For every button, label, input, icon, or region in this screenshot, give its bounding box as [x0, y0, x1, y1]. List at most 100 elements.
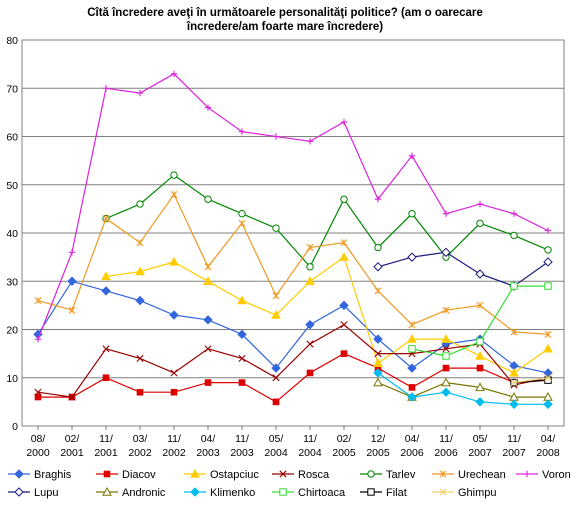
data-point: [169, 256, 179, 266]
data-point: [271, 363, 281, 373]
data-point: [102, 214, 110, 223]
data-point: [510, 378, 518, 387]
data-point: [204, 345, 212, 353]
x-tick-label-month: 11/: [439, 433, 453, 445]
legend-swatch-marker: [279, 470, 287, 478]
data-point: [238, 379, 246, 386]
data-point: [170, 171, 178, 179]
series-klimenko: [373, 368, 553, 409]
data-point: [170, 70, 178, 77]
data-point: [442, 352, 450, 360]
data-point: [203, 315, 213, 325]
data-point: [475, 269, 485, 279]
legend-label: Ghimpu: [458, 487, 497, 499]
data-point: [272, 133, 280, 140]
data-point: [203, 276, 213, 285]
data-point: [374, 243, 382, 252]
series-ghimpu: [510, 374, 552, 387]
data-point: [101, 271, 111, 281]
data-point: [237, 329, 247, 340]
x-tick-label-year: 2002: [128, 447, 152, 459]
data-point: [34, 296, 42, 305]
x-axis: 08/2000 02/2001 11/2001 03/2002 11/2002 04/20…: [26, 426, 560, 459]
data-point: [306, 340, 314, 348]
x-tick-label-year: 2001: [60, 447, 84, 459]
series-line: [513, 377, 549, 384]
data-point: [442, 306, 450, 314]
x-tick-label-month: 11/: [235, 433, 249, 445]
data-point: [339, 300, 349, 311]
data-point: [305, 319, 315, 330]
series-voronin: [34, 70, 552, 343]
legend-item-voronin: Voronin: [516, 469, 570, 481]
data-point: [136, 200, 144, 208]
data-point: [441, 377, 451, 387]
data-point: [169, 310, 179, 320]
legend-label: Lupu: [34, 487, 58, 499]
data-point: [170, 190, 178, 198]
legend-swatch-marker: [190, 487, 200, 497]
data-point: [475, 351, 485, 360]
data-point: [476, 200, 484, 208]
data-point: [237, 295, 247, 305]
legend-swatch-marker: [14, 487, 24, 497]
series-braghis: [33, 276, 553, 378]
data-point: [272, 292, 280, 300]
x-tick-label-year: 2008: [536, 447, 560, 459]
legend-label: Klimenko: [210, 487, 255, 499]
series-line: [377, 381, 548, 398]
data-point: [374, 196, 382, 203]
legend-label: Voronin: [542, 469, 570, 481]
data-point: [544, 376, 552, 384]
x-tick-label-year: 2002: [162, 447, 186, 459]
legend-swatch-marker: [367, 488, 375, 496]
data-point: [476, 301, 484, 309]
data-point: [476, 364, 484, 372]
data-point: [306, 369, 314, 377]
data-point: [373, 368, 383, 378]
data-point: [306, 263, 314, 271]
data-point: [170, 369, 178, 377]
x-tick-label-year: 2007: [502, 447, 526, 459]
data-point: [67, 276, 77, 286]
data-point: [102, 85, 110, 92]
data-point: [373, 334, 383, 344]
legend-item-chirtoaca: Chirtoaca: [272, 487, 346, 499]
series-lupu: [373, 247, 553, 291]
legend-item-braghis: Braghis: [8, 469, 72, 481]
series-line: [37, 73, 549, 340]
data-point: [170, 388, 178, 396]
data-point: [135, 266, 145, 276]
data-point: [407, 392, 417, 402]
legend-item-klimenko: Klimenko: [184, 487, 255, 499]
data-point: [441, 387, 451, 397]
x-tick-label-year: 2000: [26, 447, 50, 459]
legend-swatch-marker: [190, 468, 200, 478]
data-point: [374, 287, 382, 295]
x-tick-label-year: 2007: [468, 447, 492, 459]
data-point: [136, 354, 144, 363]
data-point: [238, 219, 246, 227]
x-tick-label-year: 2006: [434, 447, 458, 459]
x-tick-label-year: 2005: [332, 447, 356, 459]
data-point: [204, 379, 212, 386]
data-point: [272, 374, 280, 382]
data-point: [543, 399, 553, 409]
data-point: [373, 377, 383, 387]
series-rosca: [34, 321, 552, 401]
x-tick-label-month: 03/: [133, 433, 148, 445]
x-tick-label-month: 11/: [167, 433, 181, 445]
data-point: [442, 210, 450, 217]
data-point: [34, 388, 42, 396]
chart-title-line-2: încredere/am foarte mare încredere): [186, 21, 383, 33]
legend-item-rosca: Rosca: [272, 469, 330, 481]
data-point: [68, 306, 76, 314]
x-tick-label-year: 2004: [264, 447, 288, 459]
data-point: [476, 337, 484, 346]
legend-swatch-marker: [14, 469, 24, 479]
legend-label: Braghis: [34, 469, 72, 481]
legend-label: Diacov: [122, 469, 156, 481]
legend-swatch-marker: [367, 470, 375, 478]
legend-swatch-marker: [279, 488, 287, 496]
